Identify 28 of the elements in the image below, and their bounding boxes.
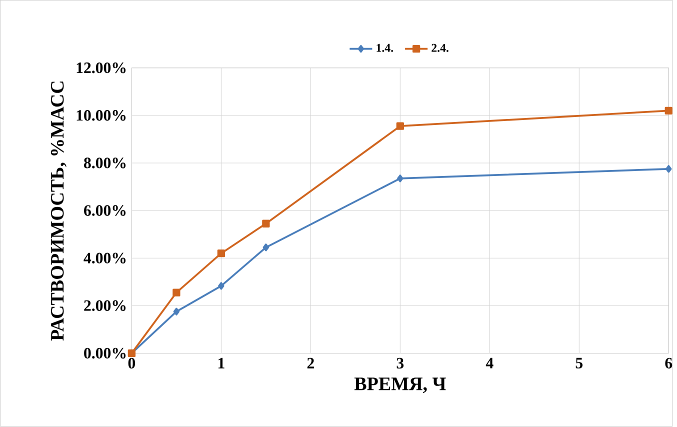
y-tick-label: 12.00%	[76, 62, 126, 74]
point	[172, 288, 180, 297]
x-axis-title: ВРЕМЯ, Ч	[354, 378, 446, 394]
point	[397, 174, 404, 182]
point	[664, 106, 672, 115]
y-tick-label: 0.00%	[84, 348, 126, 359]
x-tick-label: 6	[665, 358, 672, 369]
x-tick-label: 1	[218, 358, 224, 368]
x-tick-label: 5	[576, 358, 583, 369]
point	[396, 122, 404, 130]
point	[666, 165, 672, 173]
point	[217, 250, 226, 258]
y-tick-label: 6.00%	[84, 205, 126, 216]
point	[173, 308, 180, 316]
y-tick-label: 2.00%	[84, 300, 126, 312]
y-axis-title: РАСТВОРИМОСТЬ, %МАСС	[50, 82, 66, 341]
point	[218, 282, 224, 290]
point	[262, 220, 270, 228]
y-tick-label: 8.00%	[84, 158, 126, 168]
legend-label: 2.4.	[432, 44, 448, 52]
y-tick-label: 4.00%	[84, 252, 126, 264]
x-tick-label: 0	[128, 358, 136, 369]
x-tick-label: 4	[486, 358, 494, 368]
legend-label: 1.4.	[376, 44, 394, 52]
x-tick-label: 3	[396, 358, 404, 369]
x-tick-label: 2	[307, 358, 314, 369]
point	[262, 244, 270, 252]
y-tick-label: 10.00%	[76, 110, 126, 121]
